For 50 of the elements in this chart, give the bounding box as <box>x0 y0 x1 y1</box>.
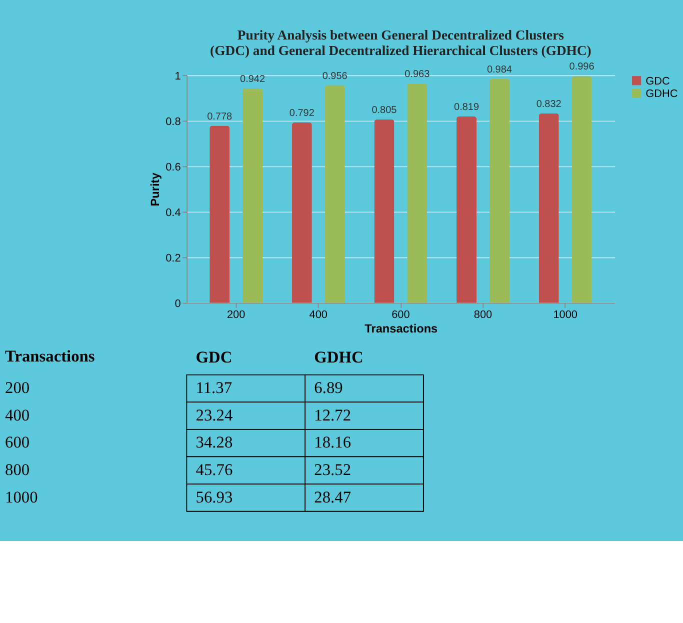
x-tick-label: 400 <box>309 308 328 321</box>
y-tick-label: 0 <box>174 298 181 310</box>
y-tick-label: 0.6 <box>166 161 181 174</box>
data-label: 0.984 <box>486 64 512 76</box>
data-label: 18.16 <box>314 432 352 452</box>
data-label: 0.805 <box>372 105 398 116</box>
data-label: 23.52 <box>314 460 352 479</box>
data-label: 12.72 <box>314 405 352 424</box>
data-label: 0.778 <box>207 111 233 122</box>
x-tick-label: 200 <box>226 308 246 321</box>
x-tick-label: 1000 <box>553 308 578 321</box>
y-tick-label: 400 <box>5 405 30 424</box>
data-label: 0.819 <box>454 102 480 113</box>
bar <box>407 84 428 303</box>
y-tick-label: 1 <box>174 70 181 82</box>
data-label: 56.93 <box>196 487 233 506</box>
x-tick-label: 800 <box>474 308 492 321</box>
x-axis-title: Transactions <box>364 321 438 336</box>
y-tick-label: 1000 <box>5 487 38 506</box>
y-tick-label: 200 <box>5 378 30 397</box>
legend-label: GDHC <box>646 88 678 100</box>
data-label: 0.832 <box>536 99 562 110</box>
data-label: 34.28 <box>196 432 233 452</box>
bar <box>374 120 394 303</box>
bar <box>292 122 312 303</box>
bar <box>210 126 230 303</box>
data-label: 0.996 <box>569 62 595 73</box>
y-tick-label: 0.2 <box>166 252 181 264</box>
legend-label: GDC <box>646 75 670 88</box>
data-label: 45.76 <box>196 460 233 479</box>
y-tick-label: 0.8 <box>166 116 181 128</box>
bar <box>489 78 510 303</box>
y-tick-label: 0.4 <box>166 206 181 219</box>
data-label: 0.942 <box>240 74 266 85</box>
bar <box>456 116 477 303</box>
data-label: 0.792 <box>289 108 315 120</box>
y-axis-title: Purity <box>148 172 162 206</box>
data-label: 11.37 <box>196 378 232 397</box>
bar <box>572 76 592 303</box>
bar <box>538 113 559 303</box>
bar <box>324 85 345 303</box>
y-tick-label: 800 <box>5 460 30 479</box>
y-axis-title: Transactions <box>5 346 95 366</box>
data-label: 28.47 <box>314 487 352 506</box>
y-tick-label: 600 <box>5 432 30 452</box>
data-label: 23.24 <box>196 405 233 424</box>
x-tick-label: 600 <box>392 308 410 321</box>
data-label: 6.89 <box>314 378 343 397</box>
bar <box>242 88 263 303</box>
chart-title: Purity Analysis between General Decentralized Clusters (GDC) and General Decentralized Hierarchical Clusters (GDHC) <box>210 28 592 58</box>
